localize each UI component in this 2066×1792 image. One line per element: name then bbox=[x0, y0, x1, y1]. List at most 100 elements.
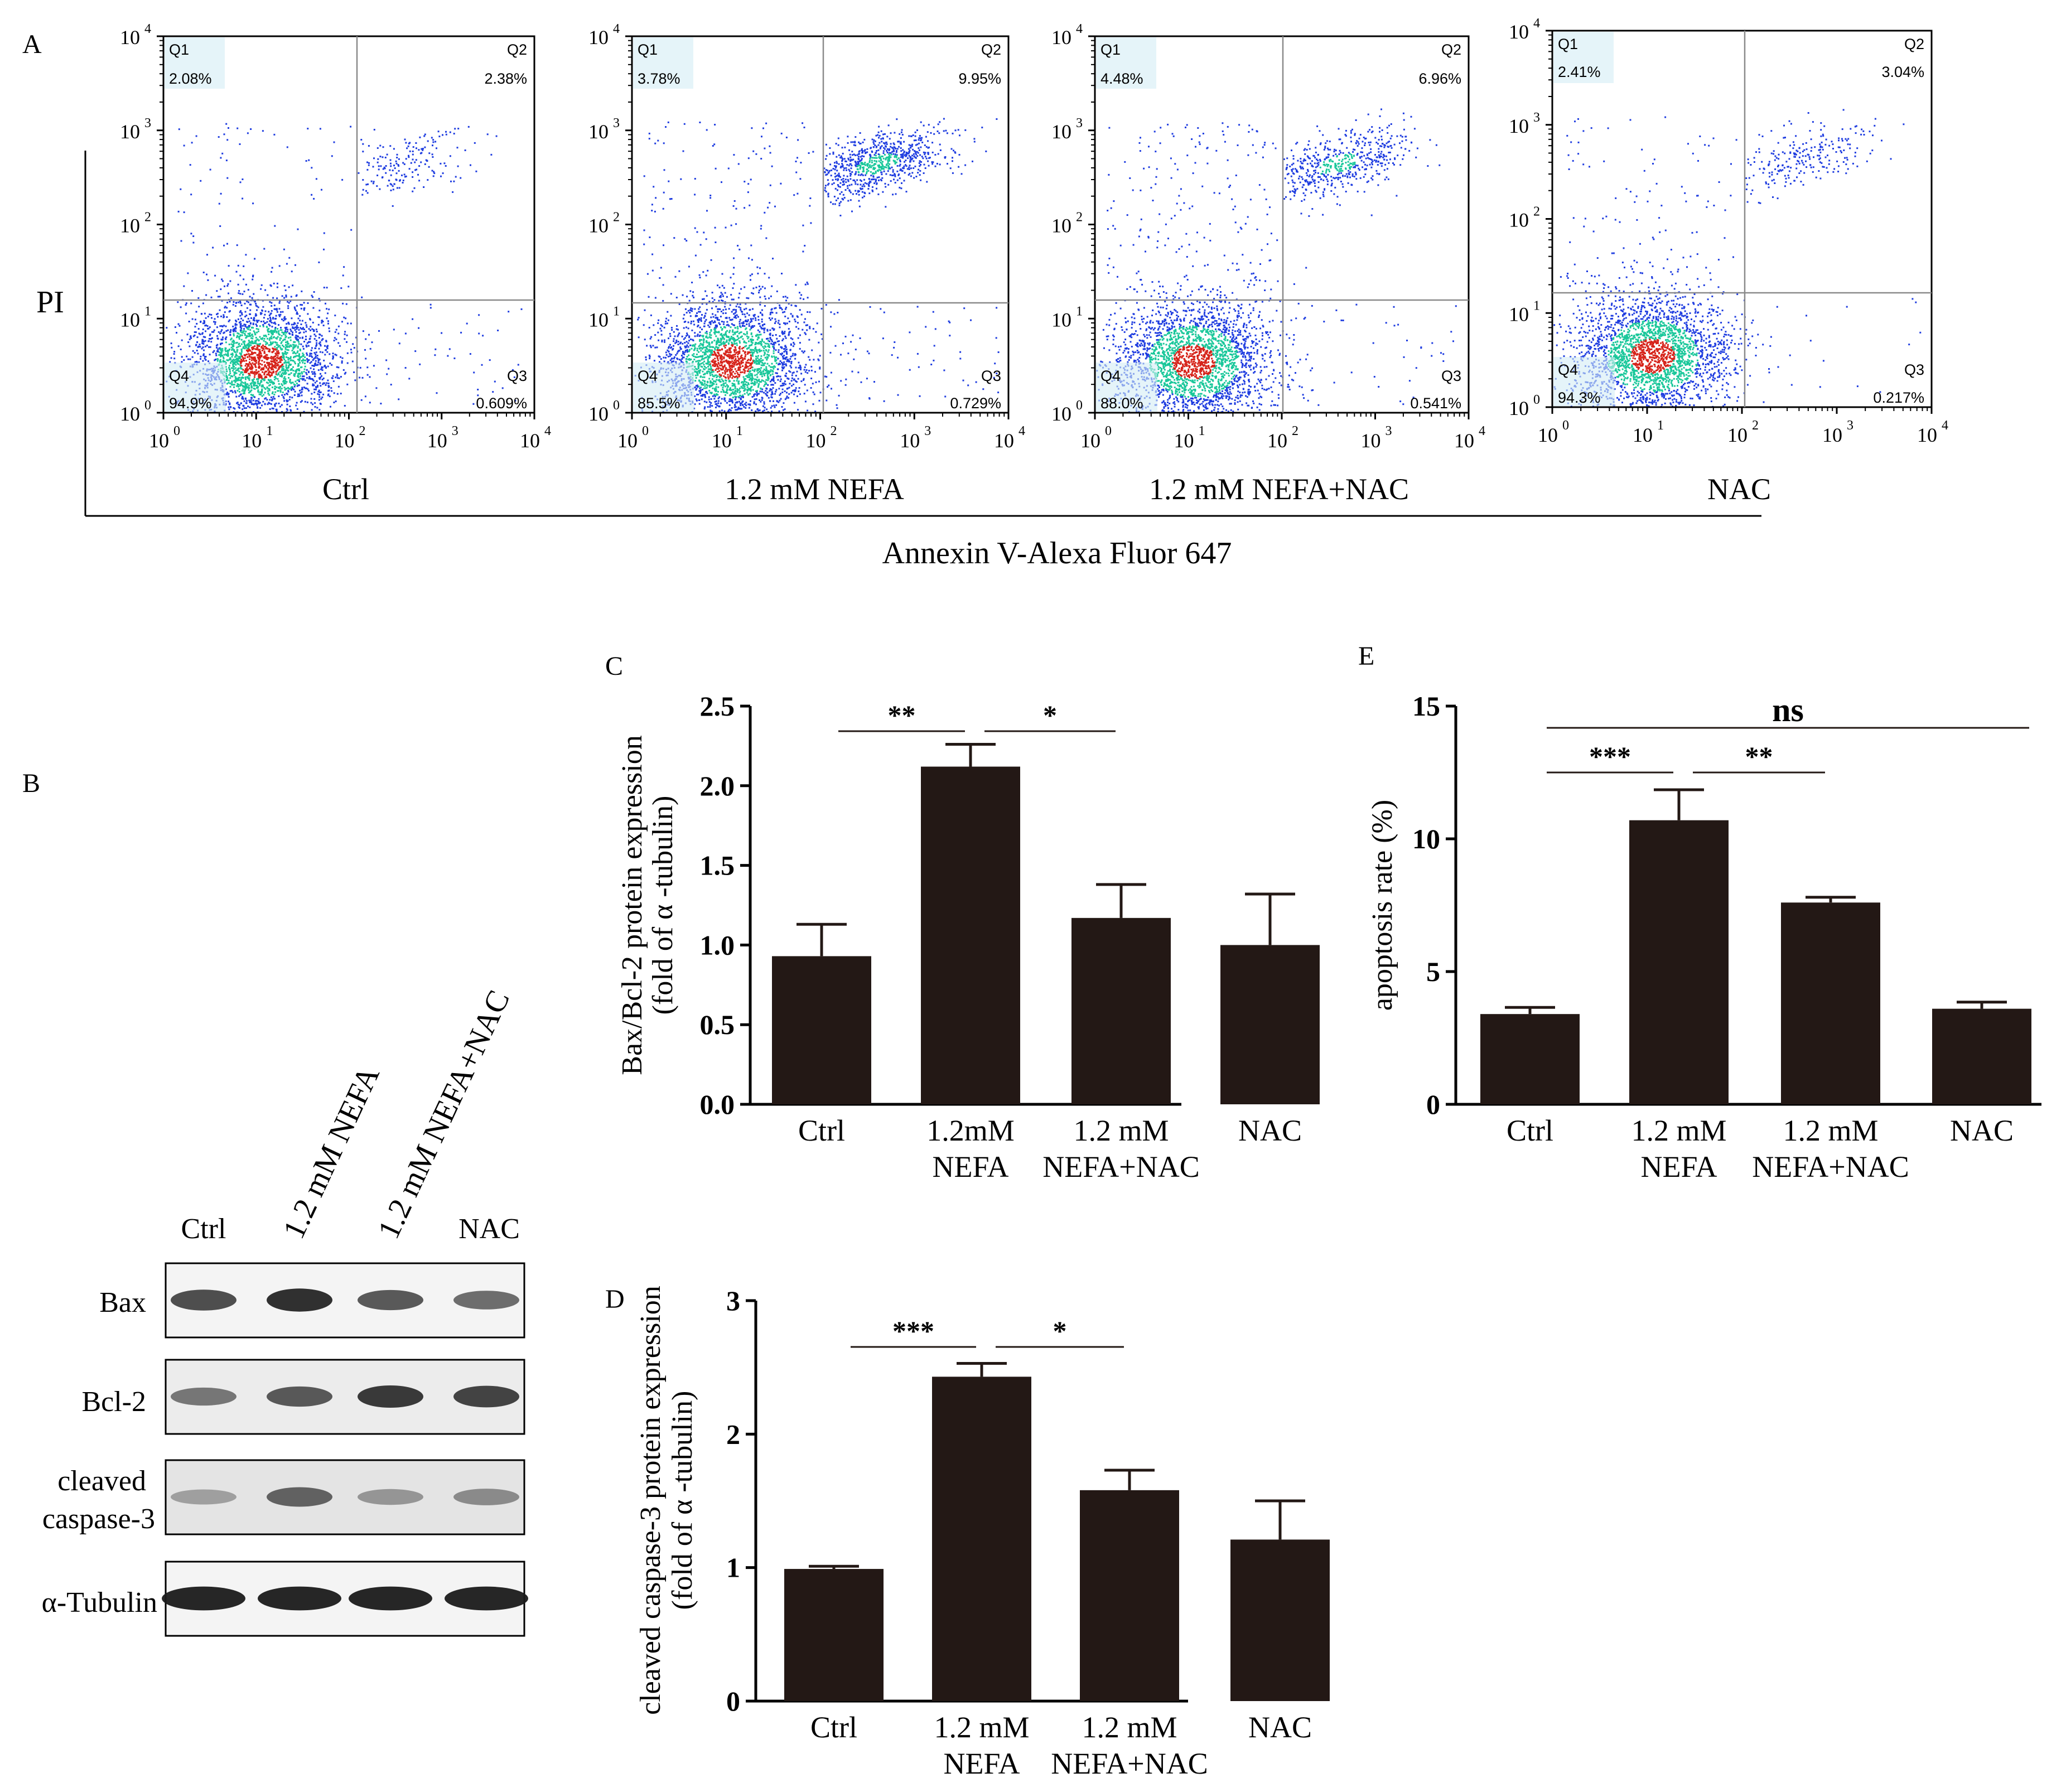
blot-label-line1: cleaved bbox=[57, 1465, 146, 1497]
y-tick-label: 10 bbox=[588, 120, 609, 143]
bar bbox=[932, 1376, 1031, 1701]
bar bbox=[772, 956, 871, 1104]
y-tick-exponent: 4 bbox=[1076, 22, 1083, 36]
y-tick-exponent: 2 bbox=[144, 210, 151, 225]
y-ticks: 10 0 10 1 10 2 10 3 10 4 bbox=[1051, 22, 1095, 425]
flow-plot-title: NAC bbox=[1707, 472, 1771, 506]
y-ticks: 10 0 10 1 10 2 10 3 10 4 bbox=[120, 22, 163, 425]
bar bbox=[1220, 945, 1320, 1104]
significance-label: * bbox=[1043, 699, 1057, 731]
lane-label-nefa-nac: 1.2 mM NEFA+NAC bbox=[371, 985, 516, 1244]
bar bbox=[784, 1569, 884, 1701]
bar bbox=[921, 766, 1020, 1104]
x-tick-exponent: 2 bbox=[359, 424, 366, 438]
q4-percent: 94.9% bbox=[169, 395, 212, 412]
blot-band bbox=[358, 1385, 423, 1408]
x-tick-label: 10 bbox=[1080, 429, 1100, 452]
y-tick-label: 10 bbox=[588, 308, 609, 331]
bar-chart-cleaved-caspase-3: 0 1 2 3 cleaved caspase-3 protein expression… bbox=[635, 1285, 1330, 1780]
x-tick-exponent: 4 bbox=[1479, 424, 1485, 438]
blot-label: Bax bbox=[99, 1287, 146, 1318]
category-label: NEFA bbox=[943, 1747, 1020, 1780]
y-tick-label: 10 bbox=[120, 120, 140, 143]
y-tick-label: 10 bbox=[1051, 26, 1071, 49]
x-tick-exponent: 1 bbox=[1199, 424, 1205, 438]
blot-band bbox=[267, 1386, 332, 1407]
category-label: 1.2mM bbox=[926, 1114, 1015, 1147]
bar bbox=[1230, 1539, 1330, 1701]
plot-frame bbox=[1094, 35, 1470, 414]
category-label: NEFA+NAC bbox=[1752, 1150, 1909, 1184]
x-tick-label: 10 bbox=[994, 429, 1014, 452]
blot-label: α-Tubulin bbox=[42, 1587, 157, 1619]
category-label: Ctrl bbox=[810, 1711, 857, 1744]
y-tick-label: 10 bbox=[588, 26, 609, 49]
q1-gate-box bbox=[165, 37, 225, 89]
x-tick-label: 10 bbox=[1174, 429, 1194, 452]
category-label: 1.2 mM bbox=[934, 1711, 1029, 1744]
x-tick-exponent: 3 bbox=[452, 424, 458, 438]
plot-frame bbox=[162, 35, 535, 414]
y-tick-label: 10 bbox=[588, 403, 609, 425]
blot-bands bbox=[171, 1288, 519, 1312]
panel-label-D: D bbox=[605, 1284, 625, 1314]
category-label: Ctrl bbox=[1507, 1114, 1553, 1147]
y-ticks: 10 0 10 1 10 2 10 3 10 4 bbox=[588, 22, 632, 425]
y-tick-label: 10 bbox=[1509, 209, 1529, 231]
x-tick-exponent: 0 bbox=[1105, 424, 1112, 438]
y-tick-label: 10 bbox=[120, 308, 140, 331]
category-label: 1.2 mM bbox=[1631, 1114, 1726, 1147]
blot-bands bbox=[162, 1586, 528, 1611]
q3-label: Q3 bbox=[507, 368, 527, 384]
category-label: 1.2 mM bbox=[1082, 1711, 1177, 1744]
y-axis-label: Bax/Bcl-2 protein expression bbox=[616, 735, 648, 1075]
x-tick-exponent: 1 bbox=[736, 424, 743, 438]
blot-band bbox=[453, 1291, 519, 1310]
y-tick-label: 15 bbox=[1412, 690, 1440, 722]
x-tick-label: 10 bbox=[1267, 429, 1287, 452]
y-tick-label: 5 bbox=[1426, 956, 1440, 987]
y-tick-exponent: 1 bbox=[1533, 298, 1540, 313]
q3-percent: 0.217% bbox=[1873, 389, 1924, 406]
y-tick-label: 0 bbox=[726, 1685, 740, 1717]
y-tick-exponent: 1 bbox=[1076, 304, 1083, 318]
y-tick-label: 0.5 bbox=[700, 1009, 735, 1040]
flow-y-axis-label: PI bbox=[36, 285, 64, 320]
y-tick-label: 2 bbox=[726, 1418, 740, 1450]
lane-label-nac: NAC bbox=[458, 1213, 520, 1245]
x-tick-exponent: 2 bbox=[831, 424, 837, 438]
q3-label: Q3 bbox=[1904, 361, 1924, 378]
y-axis-label: apoptosis rate (%) bbox=[1367, 800, 1398, 1011]
flow-dots bbox=[166, 123, 523, 413]
blot-cleaved-caspase-3: cleaved caspase-3 bbox=[42, 1459, 525, 1535]
y-tick-label: 10 bbox=[120, 215, 140, 237]
category-label: NAC bbox=[1248, 1711, 1312, 1744]
x-tick-exponent: 1 bbox=[1657, 418, 1664, 433]
x-tick-label: 10 bbox=[617, 429, 638, 452]
blot-band bbox=[171, 1289, 236, 1311]
x-ticks: 10 0 10 1 10 2 10 3 10 4 bbox=[1080, 413, 1485, 452]
y-tick-exponent: 1 bbox=[613, 304, 620, 318]
q2-percent: 2.38% bbox=[484, 70, 527, 87]
q3-percent: 0.729% bbox=[950, 395, 1001, 412]
y-tick-exponent: 0 bbox=[144, 398, 151, 413]
blot-bands bbox=[171, 1487, 519, 1507]
y-tick-label: 0.0 bbox=[700, 1089, 735, 1120]
x-tick-label: 10 bbox=[1633, 424, 1653, 446]
flow-plot-ctrl: Q1 2.08% Q2 2.38% Q3 0.609% Q4 94.9% 10 0… bbox=[120, 22, 551, 506]
y-tick-label: 10 bbox=[1051, 120, 1071, 143]
panel-label-C: C bbox=[605, 651, 623, 681]
q3-percent: 0.609% bbox=[476, 395, 527, 412]
blot-band bbox=[267, 1288, 332, 1312]
y-ticks: 10 0 10 1 10 2 10 3 10 4 bbox=[1509, 16, 1552, 419]
blot-band bbox=[349, 1586, 432, 1611]
x-tick-exponent: 0 bbox=[642, 424, 649, 438]
y-tick-exponent: 1 bbox=[144, 304, 151, 318]
y-tick-exponent: 3 bbox=[144, 116, 151, 131]
x-tick-label: 10 bbox=[1727, 424, 1748, 446]
y-tick-exponent: 4 bbox=[1533, 16, 1540, 31]
q4-percent: 85.5% bbox=[638, 395, 680, 412]
q4-gate-box bbox=[165, 363, 226, 412]
significance-label: * bbox=[1053, 1315, 1067, 1346]
bar bbox=[1480, 1014, 1580, 1104]
